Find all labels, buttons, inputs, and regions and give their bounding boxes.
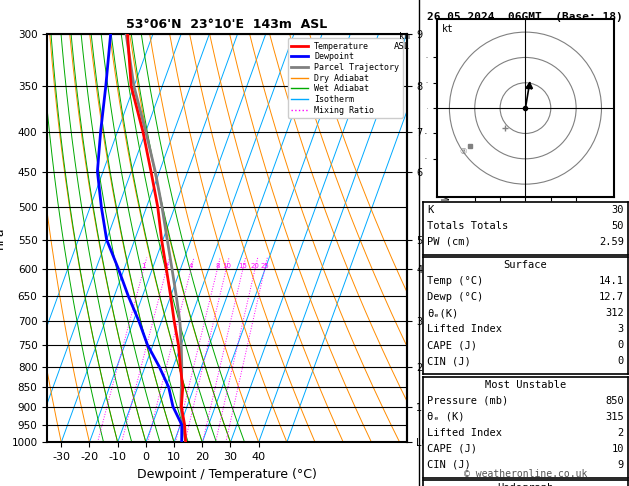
Text: K: K — [427, 205, 433, 215]
Text: 10: 10 — [222, 263, 231, 269]
X-axis label: Dewpoint / Temperature (°C): Dewpoint / Temperature (°C) — [137, 468, 317, 481]
Text: 50: 50 — [611, 221, 624, 231]
Text: CAPE (J): CAPE (J) — [427, 444, 477, 454]
Text: 26.05.2024  06GMT  (Base: 18): 26.05.2024 06GMT (Base: 18) — [426, 12, 622, 22]
Text: 15: 15 — [238, 263, 247, 269]
Text: Pressure (mb): Pressure (mb) — [427, 396, 508, 406]
Text: km
ASL: km ASL — [394, 32, 410, 51]
Text: 25: 25 — [260, 263, 269, 269]
Text: 2.59: 2.59 — [599, 237, 624, 247]
Text: CIN (J): CIN (J) — [427, 356, 470, 366]
Text: Lifted Index: Lifted Index — [427, 324, 502, 334]
Text: PW (cm): PW (cm) — [427, 237, 470, 247]
Text: Surface: Surface — [504, 260, 547, 270]
Text: 0: 0 — [618, 340, 624, 350]
Text: 315: 315 — [605, 412, 624, 422]
Text: θₑ(K): θₑ(K) — [427, 308, 458, 318]
Text: θₑ (K): θₑ (K) — [427, 412, 464, 422]
Title: 53°06'N  23°10'E  143m  ASL: 53°06'N 23°10'E 143m ASL — [126, 18, 328, 32]
Text: CIN (J): CIN (J) — [427, 460, 470, 470]
Text: kt: kt — [442, 24, 454, 34]
Y-axis label: hPa: hPa — [0, 227, 6, 249]
Text: 1: 1 — [142, 263, 146, 269]
Text: ③: ③ — [460, 147, 467, 156]
Text: 30: 30 — [611, 205, 624, 215]
Text: CAPE (J): CAPE (J) — [427, 340, 477, 350]
Text: 20: 20 — [250, 263, 260, 269]
Text: 10: 10 — [611, 444, 624, 454]
Text: 312: 312 — [605, 308, 624, 318]
Text: Temp (°C): Temp (°C) — [427, 276, 483, 286]
Legend: Temperature, Dewpoint, Parcel Trajectory, Dry Adiabat, Wet Adiabat, Isotherm, Mi: Temperature, Dewpoint, Parcel Trajectory… — [287, 38, 403, 118]
Text: 14.1: 14.1 — [599, 276, 624, 286]
Text: © weatheronline.co.uk: © weatheronline.co.uk — [464, 469, 587, 479]
Text: 9: 9 — [618, 460, 624, 470]
Text: 2: 2 — [618, 428, 624, 438]
Text: Most Unstable: Most Unstable — [485, 380, 566, 390]
Text: Hodograph: Hodograph — [498, 483, 554, 486]
Text: Totals Totals: Totals Totals — [427, 221, 508, 231]
Y-axis label: Mixing Ratio (g/kg): Mixing Ratio (g/kg) — [438, 192, 448, 284]
Text: 3: 3 — [618, 324, 624, 334]
Text: Lifted Index: Lifted Index — [427, 428, 502, 438]
Text: 8: 8 — [215, 263, 220, 269]
Text: Dewp (°C): Dewp (°C) — [427, 292, 483, 302]
Text: 850: 850 — [605, 396, 624, 406]
Text: 12.7: 12.7 — [599, 292, 624, 302]
Text: 2: 2 — [164, 263, 169, 269]
Text: 4: 4 — [189, 263, 193, 269]
Text: 0: 0 — [618, 356, 624, 366]
